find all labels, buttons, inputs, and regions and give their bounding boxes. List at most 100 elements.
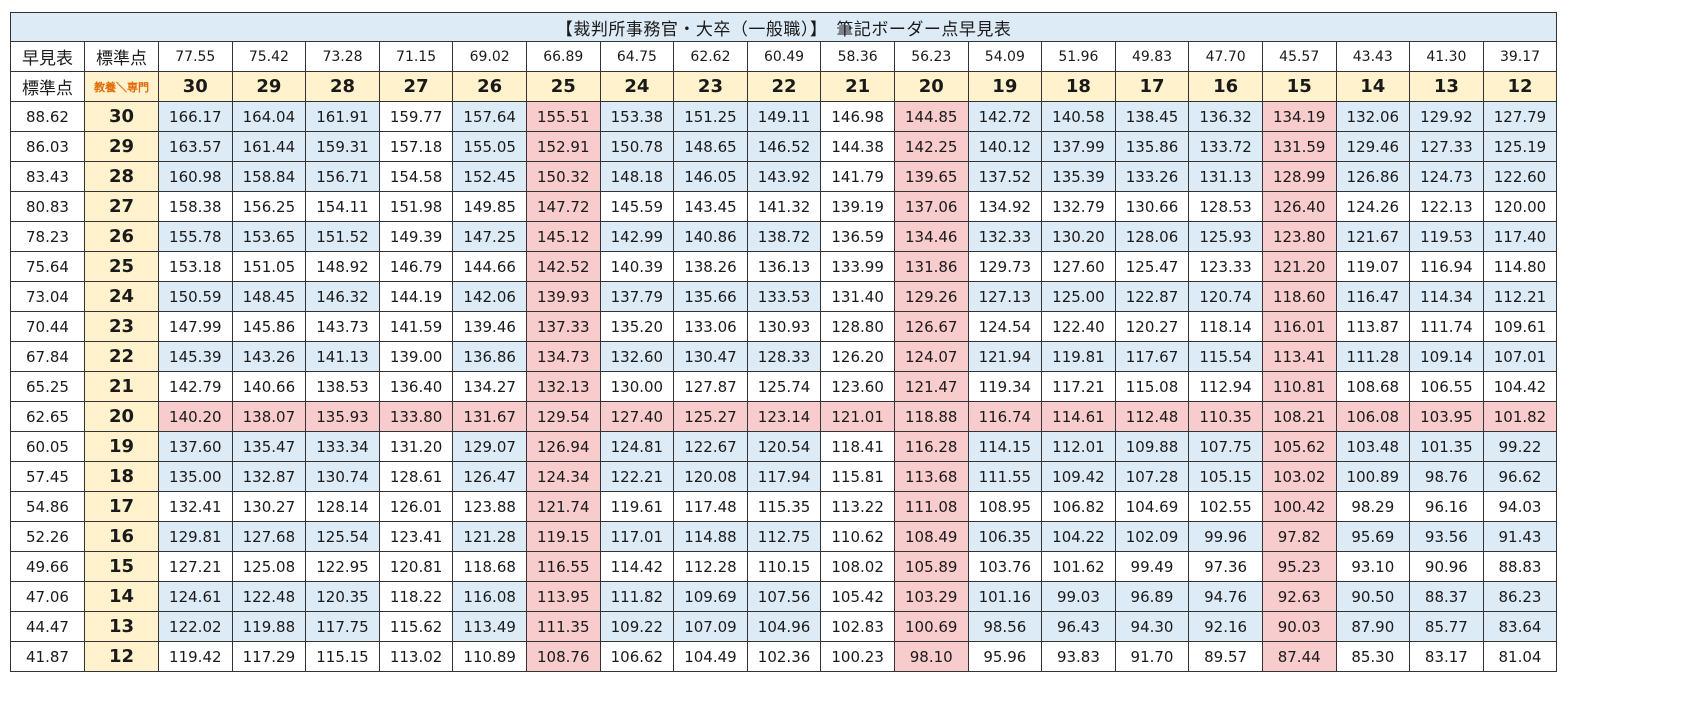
border-score-cell: 117.01	[599, 521, 675, 552]
border-score-cell: 114.15	[967, 431, 1043, 462]
border-score-cell: 124.54	[967, 311, 1043, 342]
border-score-cell: 147.72	[525, 191, 601, 222]
row-standard-score: 54.86	[10, 491, 85, 522]
border-score-cell: 128.33	[746, 341, 822, 372]
border-score-cell: 117.48	[673, 491, 748, 522]
border-score-cell: 105.62	[1261, 431, 1337, 462]
border-score-cell: 114.42	[599, 551, 675, 582]
border-score-cell: 158.38	[158, 191, 233, 222]
border-score-cell: 161.44	[231, 131, 307, 162]
border-score-cell: 164.04	[231, 101, 307, 132]
border-score-cell: 144.66	[452, 251, 527, 282]
senmon-raw-score-header: 18	[1041, 71, 1116, 102]
border-score-cell: 133.34	[305, 431, 380, 462]
border-score-cell: 116.01	[1261, 311, 1337, 342]
border-score-cell: 121.20	[1261, 251, 1337, 282]
kyoyo-raw-score-header: 26	[84, 221, 159, 252]
kyoyo-raw-score-header: 22	[84, 341, 159, 372]
border-score-cell: 119.34	[967, 371, 1043, 402]
border-score-cell: 160.98	[158, 161, 233, 192]
border-score-cell: 122.87	[1114, 281, 1190, 312]
border-score-cell: 139.46	[452, 311, 527, 342]
kyoyo-raw-score-header: 15	[84, 551, 159, 582]
border-score-cell: 134.73	[525, 341, 601, 372]
border-score-cell: 122.60	[1482, 161, 1558, 192]
border-score-cell: 94.03	[1482, 491, 1558, 522]
border-score-cell: 133.99	[820, 251, 895, 282]
border-score-cell: 138.45	[1114, 101, 1190, 132]
border-score-cell: 149.39	[378, 221, 454, 252]
border-score-cell: 110.81	[1261, 371, 1337, 402]
border-score-cell: 127.68	[231, 521, 307, 552]
row-standard-score: 52.26	[10, 521, 85, 552]
border-score-cell: 153.38	[599, 101, 675, 132]
border-score-cell: 102.83	[820, 611, 895, 642]
border-score-cell: 130.27	[231, 491, 307, 522]
border-score-cell: 112.01	[1041, 431, 1116, 462]
border-score-cell: 129.73	[967, 251, 1043, 282]
border-score-cell: 127.13	[967, 281, 1043, 312]
border-score-cell: 131.59	[1261, 131, 1337, 162]
column-standard-score: 73.28	[305, 41, 380, 72]
border-score-cell: 149.85	[452, 191, 527, 222]
row-standard-score: 44.47	[10, 611, 85, 642]
border-score-cell: 128.14	[305, 491, 380, 522]
border-score-cell: 123.33	[1188, 251, 1263, 282]
border-score-cell: 98.56	[967, 611, 1043, 642]
border-score-cell: 140.66	[231, 371, 307, 402]
border-score-cell: 85.77	[1409, 611, 1484, 642]
table-row: 88.62 30 166.17 164.04 161.91 159.77 157.64 155…	[10, 101, 1558, 132]
border-score-cell: 155.05	[452, 131, 527, 162]
border-score-cell: 120.27	[1114, 311, 1190, 342]
kyoyo-raw-score-header: 20	[84, 401, 159, 432]
border-score-cell: 115.81	[820, 461, 895, 492]
border-score-cell: 151.25	[673, 101, 748, 132]
border-score-cell: 106.82	[1041, 491, 1116, 522]
border-score-cell: 166.17	[158, 101, 233, 132]
border-score-cell: 163.57	[158, 131, 233, 162]
border-score-cell: 127.33	[1409, 131, 1484, 162]
border-score-cell: 118.22	[378, 581, 454, 612]
border-score-cell: 150.59	[158, 281, 233, 312]
border-score-cell: 133.53	[746, 281, 822, 312]
border-score-cell: 119.15	[525, 521, 601, 552]
kyoyo-raw-score-header: 16	[84, 521, 159, 552]
senmon-raw-score-header: 14	[1335, 71, 1411, 102]
border-score-cell: 140.12	[967, 131, 1043, 162]
border-score-cell: 113.95	[525, 581, 601, 612]
border-score-cell: 129.81	[158, 521, 233, 552]
kyoyo-raw-score-header: 29	[84, 131, 159, 162]
table-row: 86.03 29 163.57 161.44 159.31 157.18 155.05 152…	[10, 131, 1558, 162]
border-score-cell: 156.25	[231, 191, 307, 222]
border-score-cell: 92.16	[1188, 611, 1263, 642]
border-score-cell: 117.21	[1041, 371, 1116, 402]
border-score-cell: 121.47	[893, 371, 969, 402]
border-score-cell: 119.61	[599, 491, 675, 522]
border-score-cell: 132.33	[967, 221, 1043, 252]
border-score-cell: 132.41	[158, 491, 233, 522]
senmon-raw-score-header: 21	[820, 71, 895, 102]
row-standard-score: 83.43	[10, 161, 85, 192]
border-score-cell: 120.74	[1188, 281, 1263, 312]
border-score-cell: 118.14	[1188, 311, 1263, 342]
border-score-cell: 124.34	[525, 461, 601, 492]
border-score-cell: 90.96	[1409, 551, 1484, 582]
row-standard-score: 47.06	[10, 581, 85, 612]
table-row: 62.65 20 140.20 138.07 135.93 133.80 131.67 129…	[10, 401, 1558, 432]
border-score-cell: 135.47	[231, 431, 307, 462]
border-score-cell: 133.80	[378, 401, 454, 432]
border-score-cell: 120.35	[305, 581, 380, 612]
border-score-cell: 100.42	[1261, 491, 1337, 522]
border-score-cell: 89.57	[1188, 641, 1263, 672]
border-score-cell: 136.86	[452, 341, 527, 372]
kyoyo-raw-score-header: 12	[84, 641, 159, 672]
border-score-cell: 121.28	[452, 521, 527, 552]
border-score-cell: 130.47	[673, 341, 748, 372]
border-score-cell: 99.96	[1188, 521, 1263, 552]
border-score-cell: 111.08	[893, 491, 969, 522]
border-score-cell: 110.62	[820, 521, 895, 552]
border-score-cell: 112.94	[1188, 371, 1263, 402]
border-score-cell: 142.06	[452, 281, 527, 312]
senmon-raw-score-header: 30	[158, 71, 233, 102]
border-score-cell: 116.55	[525, 551, 601, 582]
